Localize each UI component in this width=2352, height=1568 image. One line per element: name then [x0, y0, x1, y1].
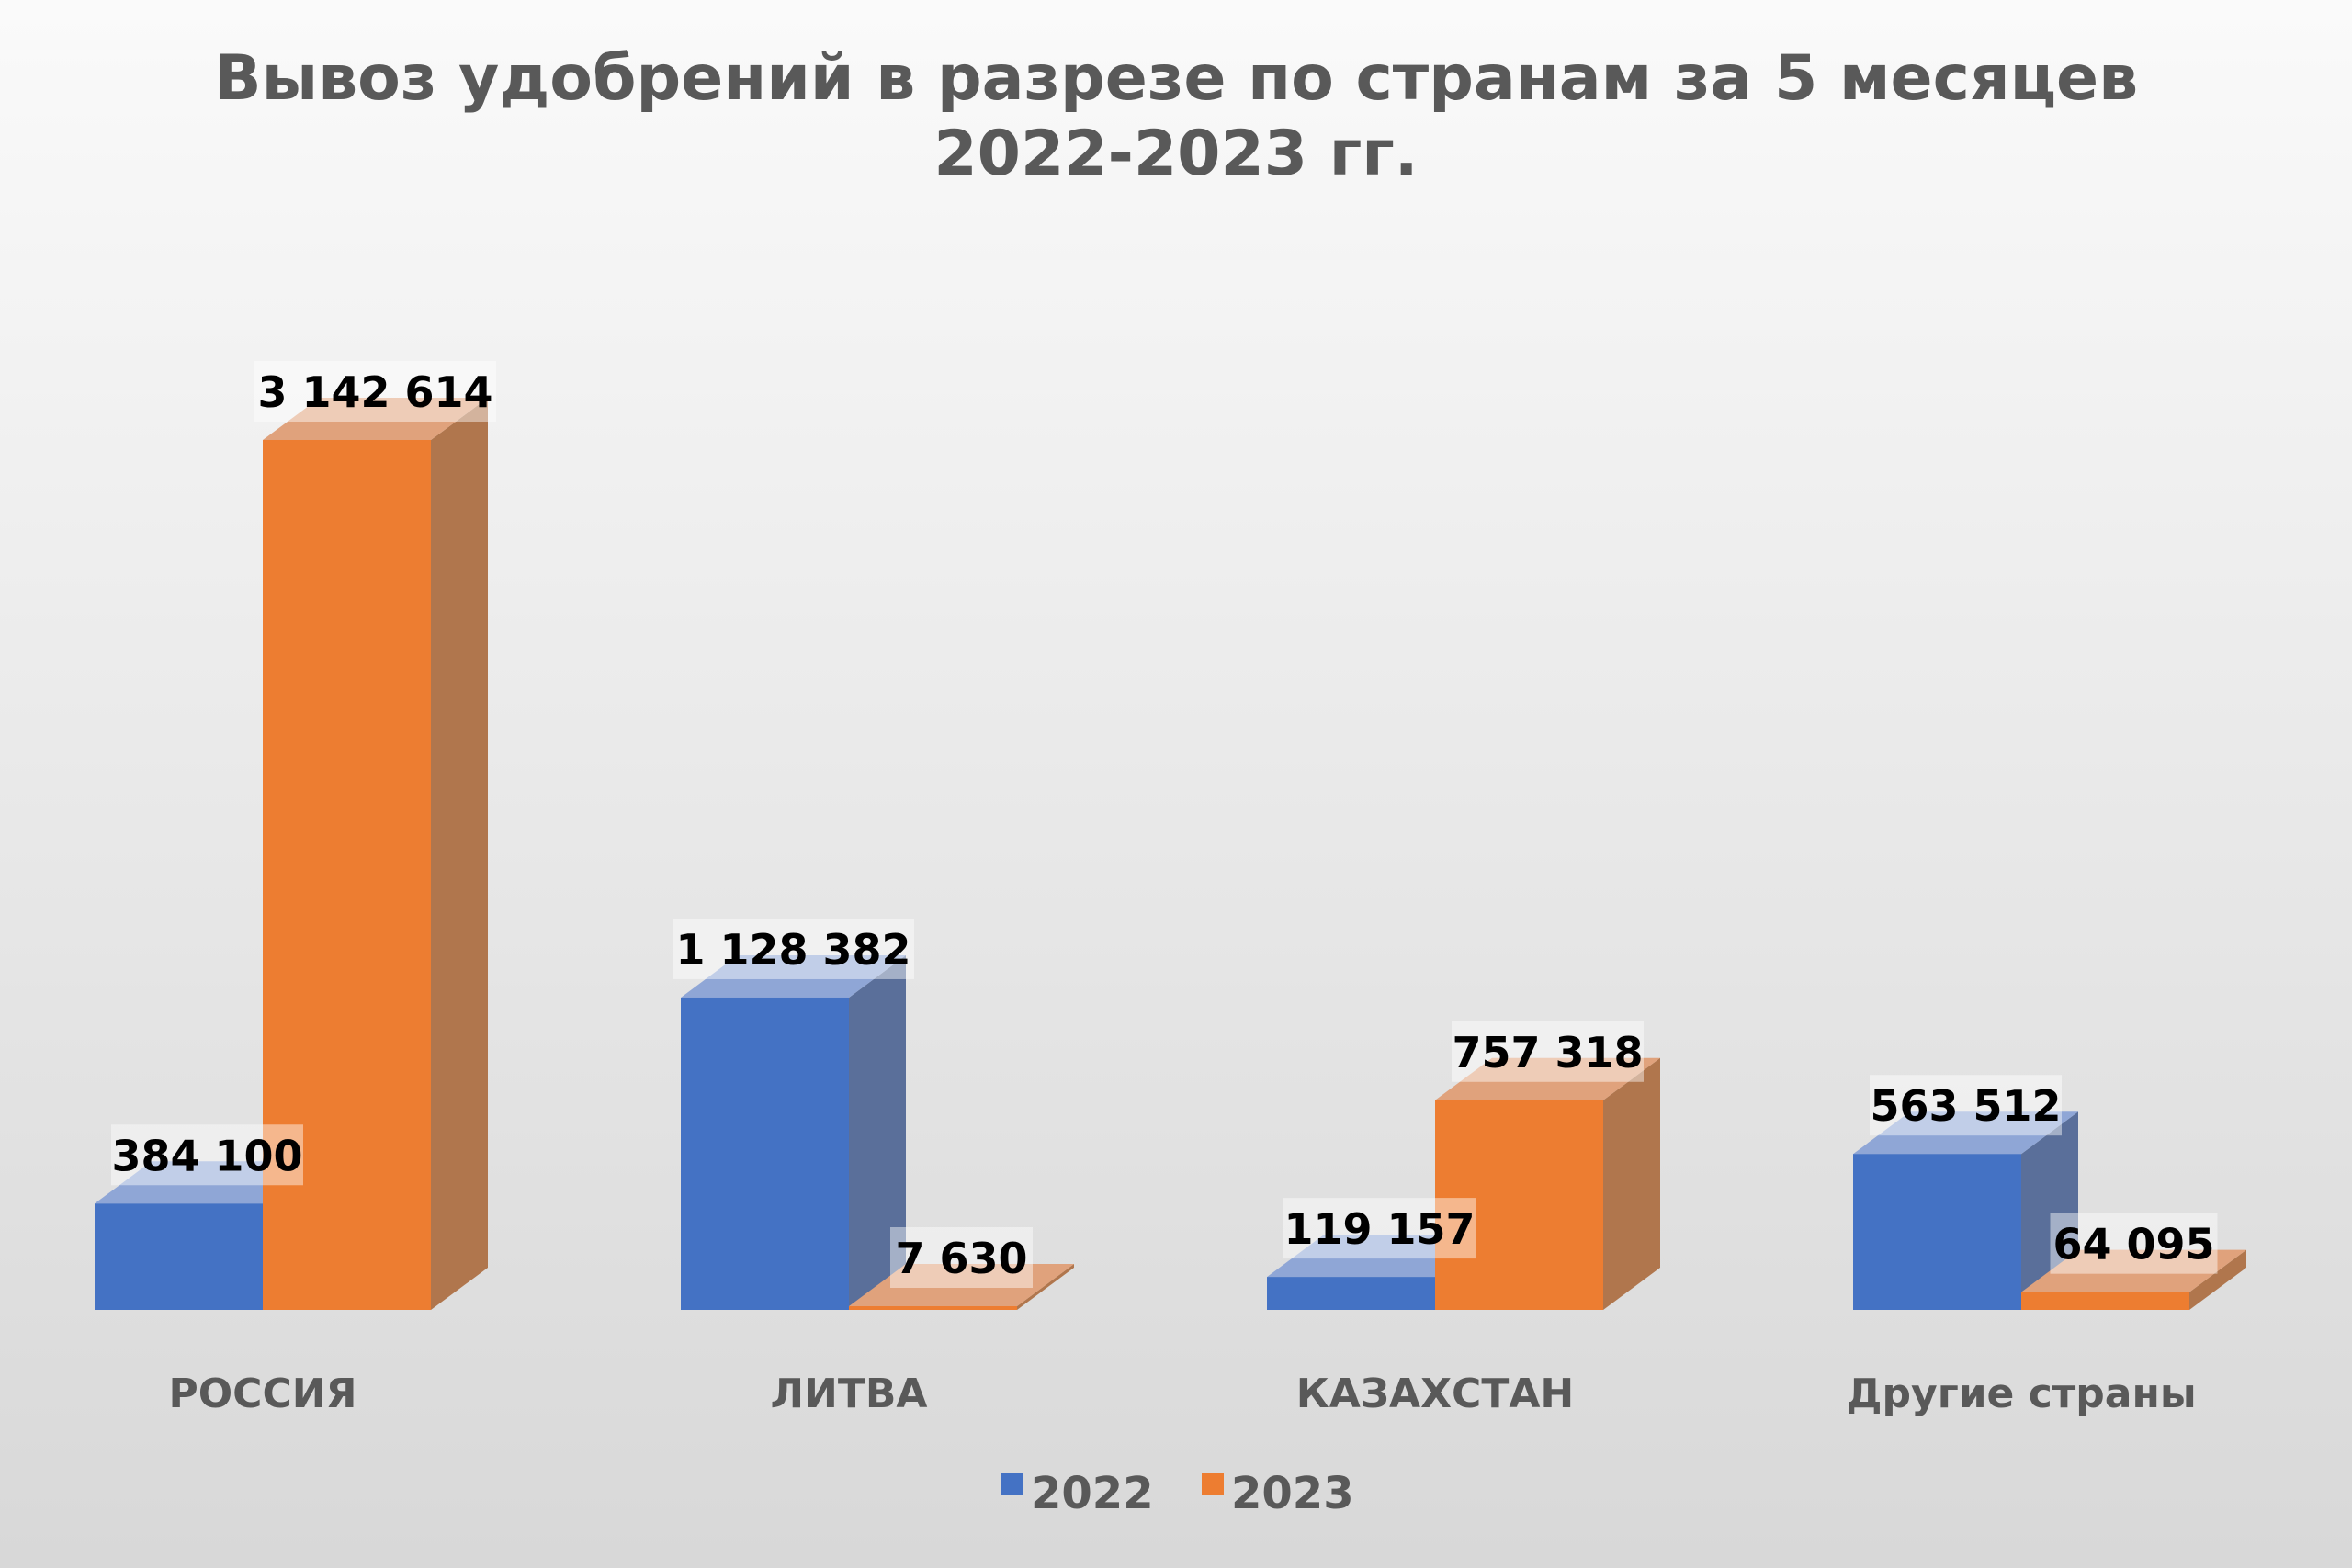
- category-labels: РОССИЯ ЛИТВА КАЗАХСТАН Другие страны: [169, 1371, 2197, 1417]
- legend: 2022 2023: [1001, 1468, 1354, 1519]
- legend-label: 2022: [1031, 1468, 1154, 1519]
- data-label-text: 119 157: [1283, 1204, 1475, 1254]
- bar-2022-3: [1853, 1111, 2078, 1310]
- data-label-box: [111, 1124, 303, 1186]
- data-label: 1 128 382: [673, 918, 914, 979]
- legend-item-2022: 2022: [1001, 1468, 1154, 1519]
- data-label-text: 64 095: [2052, 1220, 2214, 1269]
- category-label: ЛИТВА: [771, 1371, 928, 1417]
- bar-2023-3: [2021, 1249, 2246, 1310]
- bar-2022-1: [681, 954, 906, 1310]
- bar-side: [1603, 1057, 1660, 1310]
- bar-2023-2: [1435, 1057, 1660, 1310]
- category-label: КАЗАХСТАН: [1296, 1371, 1574, 1417]
- data-label: 384 100: [111, 1124, 303, 1186]
- bar-2023-0: [263, 398, 488, 1310]
- data-label-text: 3 142 614: [257, 367, 492, 417]
- legend-swatch: [1001, 1473, 1023, 1495]
- bar-front: [681, 997, 849, 1310]
- legend-label: 2023: [1231, 1468, 1354, 1519]
- bar-front: [1267, 1277, 1435, 1310]
- bar-side: [1017, 1264, 1074, 1310]
- bar-top: [849, 1264, 1074, 1306]
- bar-side: [2021, 1111, 2078, 1310]
- bar-side: [431, 398, 488, 1310]
- data-label-text: 384 100: [111, 1131, 302, 1180]
- data-label-text: 7 630: [895, 1234, 1027, 1283]
- data-label: 3 142 614: [254, 361, 496, 422]
- bar-front: [1435, 1100, 1603, 1310]
- legend-swatch: [1202, 1473, 1224, 1495]
- data-label-box: [890, 1227, 1033, 1288]
- bar-top: [1435, 1057, 1660, 1100]
- bar-front: [1853, 1154, 2021, 1310]
- bar-top: [681, 954, 906, 998]
- chart-title-line-1: Вывоз удобрений в разрезе по странам за …: [214, 42, 2138, 115]
- bars: [95, 398, 2246, 1310]
- category-label: Другие страны: [1846, 1371, 2196, 1417]
- data-label: 64 095: [2050, 1213, 2218, 1274]
- data-label-box: [673, 918, 914, 979]
- legend-item-2023: 2023: [1202, 1468, 1354, 1519]
- bar-top: [2021, 1249, 2246, 1292]
- data-label-box: [1870, 1075, 2062, 1136]
- bar-front: [263, 440, 431, 1310]
- data-label-box: [1283, 1198, 1476, 1259]
- category-label: РОССИЯ: [169, 1371, 357, 1417]
- data-label: 563 512: [1870, 1075, 2062, 1136]
- bar-front: [2021, 1292, 2189, 1310]
- bar-top: [1853, 1111, 2078, 1155]
- data-label: 7 630: [890, 1227, 1033, 1288]
- data-label-text: 563 512: [1870, 1081, 2061, 1131]
- bar-front: [849, 1306, 1017, 1310]
- data-label-box: [2050, 1213, 2218, 1274]
- data-label-text: 1 128 382: [675, 925, 910, 975]
- data-label-box: [254, 361, 496, 422]
- data-label-text: 757 318: [1452, 1028, 1643, 1077]
- chart-title-line-2: 2022-2023 гг.: [933, 118, 1418, 190]
- bar-front: [95, 1203, 263, 1310]
- bar-top: [263, 398, 488, 440]
- data-labels: 384 100 3 142 614 1 128 382 7 630 119 157 757…: [111, 361, 2218, 1288]
- bar-side: [2189, 1249, 2246, 1310]
- bar-side: [849, 954, 906, 1310]
- data-label-box: [1452, 1021, 1644, 1082]
- data-label: 119 157: [1283, 1198, 1476, 1259]
- data-label: 757 318: [1452, 1021, 1644, 1082]
- bar-2023-1: [849, 1264, 1074, 1310]
